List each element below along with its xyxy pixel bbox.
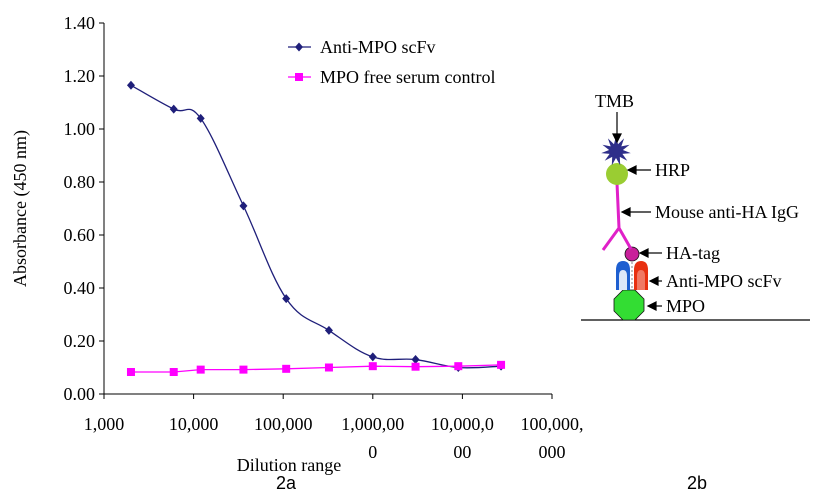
legend-marker bbox=[295, 42, 303, 52]
y-axis-label: Absorbance (450 nm) bbox=[10, 130, 31, 287]
data-point bbox=[368, 352, 377, 362]
series-layer bbox=[126, 80, 506, 377]
data-point bbox=[169, 368, 178, 377]
y-tick-label: 0.40 bbox=[64, 278, 96, 298]
caption-2b: 2b bbox=[687, 473, 707, 493]
hrp-label: HRP bbox=[655, 160, 690, 180]
data-point bbox=[454, 362, 463, 371]
data-point bbox=[324, 363, 333, 372]
data-point bbox=[324, 325, 333, 335]
series-line bbox=[130, 84, 502, 369]
y-tick-label: 1.20 bbox=[64, 66, 96, 86]
tmb-starburst bbox=[601, 136, 631, 166]
data-point bbox=[126, 368, 135, 377]
igg-y-shape bbox=[601, 182, 633, 251]
data-point bbox=[282, 294, 291, 304]
data-point bbox=[239, 201, 248, 211]
mpo-octagon-shape bbox=[613, 289, 645, 321]
chart-legend: Anti-MPO scFv MPO free serum control bbox=[288, 37, 495, 87]
hrp-circle bbox=[606, 163, 628, 185]
data-point bbox=[169, 104, 178, 114]
x-axis-label: Dilution range bbox=[237, 455, 341, 475]
y-tick-label: 1.40 bbox=[64, 13, 96, 33]
y-tick-label: 0.60 bbox=[64, 225, 96, 245]
absorbance-chart: 0.00 0.20 0.40 0.60 0.80 1.00 1.20 1.40 1,000 10… bbox=[10, 13, 584, 475]
legend-label: MPO free serum control bbox=[320, 67, 495, 87]
hatag-label: HA-tag bbox=[666, 243, 720, 263]
series-line bbox=[130, 364, 502, 373]
diagram-arrows bbox=[612, 112, 662, 311]
elisa-schematic: TMB HRP Mouse anti-HA IgG HA-tag Anti-MP… bbox=[581, 91, 810, 321]
y-tick-label: 0.80 bbox=[64, 172, 96, 192]
x-tick-label: 0 bbox=[368, 442, 377, 462]
y-axis-ticks: 0.00 0.20 0.40 0.60 0.80 1.00 1.20 1.40 bbox=[64, 13, 104, 404]
chart-axes bbox=[103, 23, 552, 395]
y-tick-label: 0.00 bbox=[64, 384, 96, 404]
data-point bbox=[411, 355, 420, 365]
x-axis-ticks: 1,000 10,000 100,000 1,000,00 0 10,000,0 00 100… bbox=[84, 394, 584, 462]
x-tick-label: 100,000, bbox=[521, 414, 584, 434]
mpo-label: MPO bbox=[666, 296, 705, 316]
y-tick-label: 1.00 bbox=[64, 119, 96, 139]
caption-2a: 2a bbox=[276, 473, 297, 493]
x-tick-label: 1,000 bbox=[84, 414, 125, 434]
igg-label: Mouse anti-HA IgG bbox=[655, 202, 799, 222]
data-point bbox=[282, 364, 291, 373]
data-point bbox=[368, 362, 377, 371]
scfv-left-highlight bbox=[619, 270, 627, 290]
x-tick-label: 100,000 bbox=[254, 414, 313, 434]
legend-marker bbox=[295, 73, 303, 81]
x-tick-label: 10,000,0 bbox=[431, 414, 494, 434]
scfv-right-domain bbox=[634, 261, 648, 290]
x-tick-label: 000 bbox=[539, 442, 566, 462]
scfv-right-highlight bbox=[637, 270, 645, 290]
legend-label: Anti-MPO scFv bbox=[320, 37, 436, 57]
series-mpo-free-serum-control bbox=[126, 360, 506, 377]
x-tick-label: 1,000,00 bbox=[341, 414, 404, 434]
data-point bbox=[196, 113, 205, 123]
data-point bbox=[411, 362, 420, 371]
x-tick-label: 10,000 bbox=[169, 414, 219, 434]
data-point bbox=[239, 365, 248, 374]
data-point bbox=[497, 360, 506, 369]
series-anti-mpo-scfv bbox=[126, 80, 506, 372]
y-tick-label: 0.20 bbox=[64, 331, 96, 351]
x-tick-label: 00 bbox=[453, 442, 471, 462]
scfv-label: Anti-MPO scFv bbox=[666, 271, 782, 291]
data-point bbox=[196, 365, 205, 374]
ha-tag-circle bbox=[624, 246, 640, 262]
data-point bbox=[126, 80, 135, 90]
tmb-label: TMB bbox=[595, 91, 634, 111]
